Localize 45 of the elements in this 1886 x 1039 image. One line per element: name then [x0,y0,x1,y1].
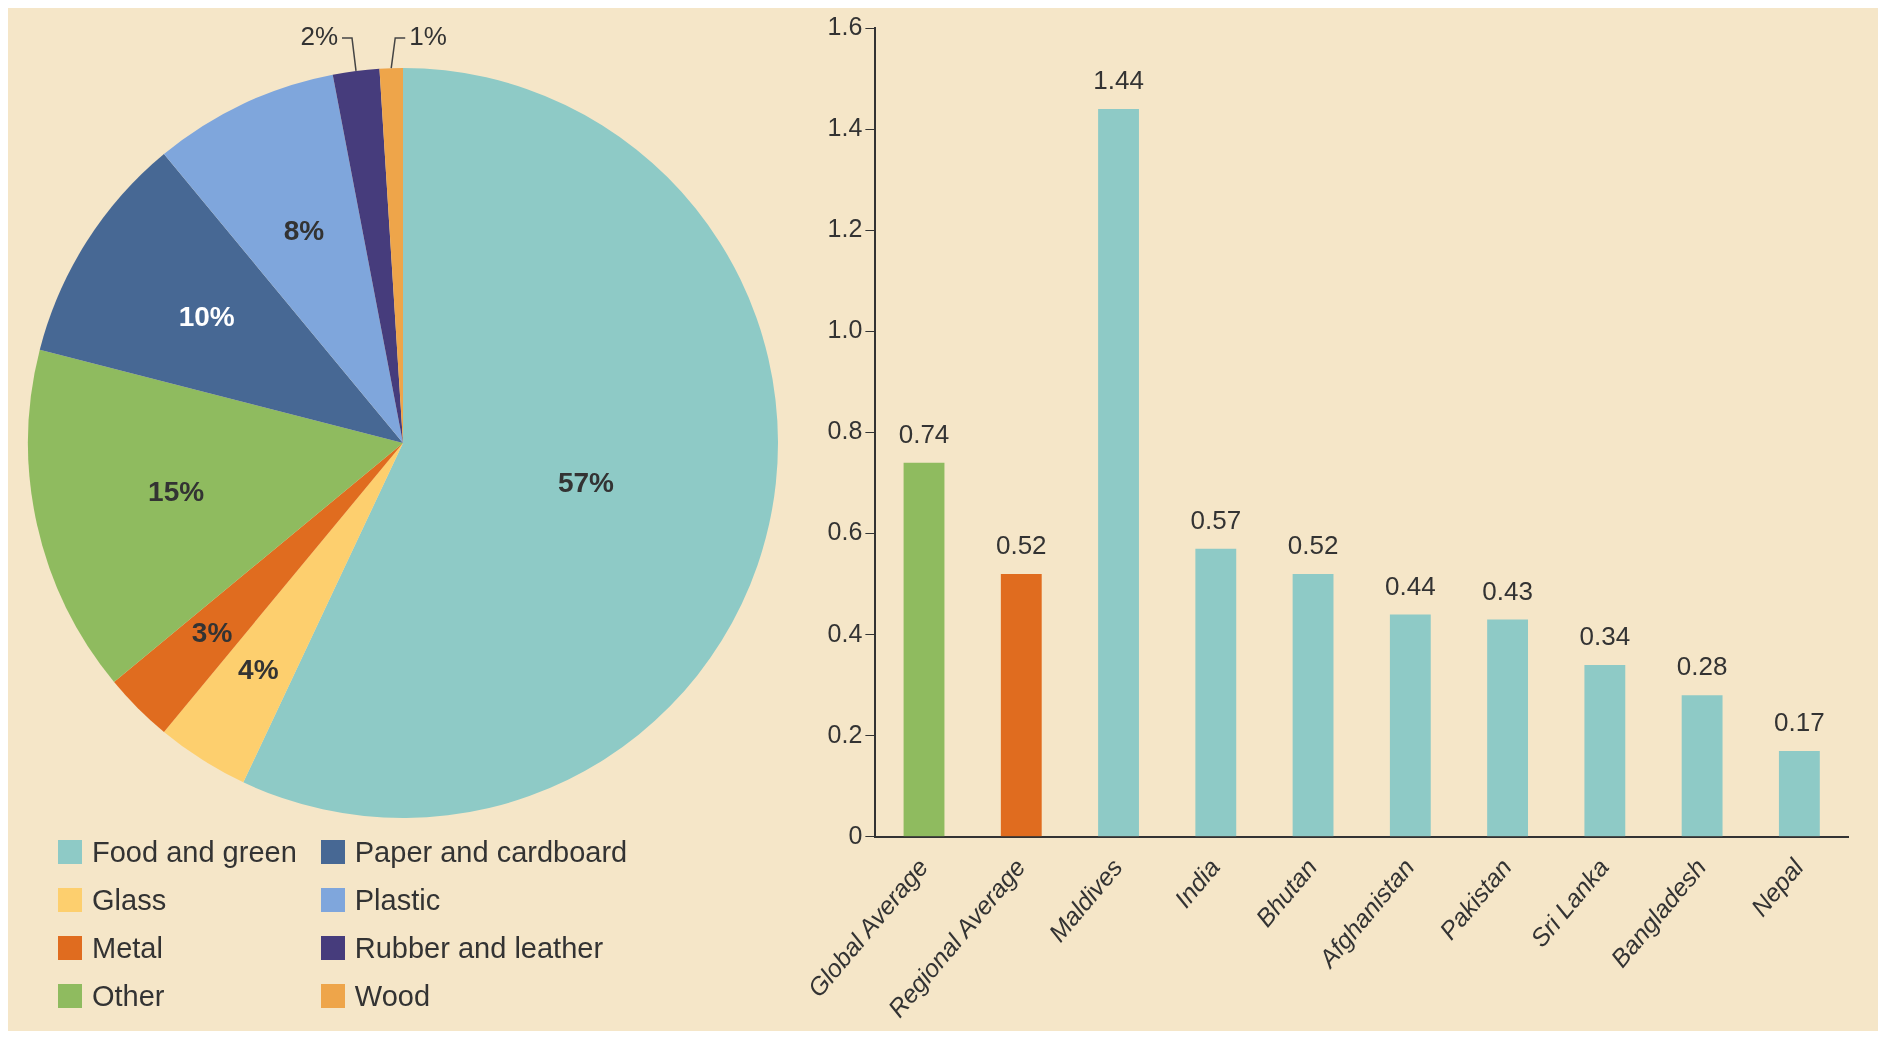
bar [1584,664,1626,837]
data-label: 0.43 [1482,575,1533,606]
data-label: 0.28 [1676,651,1728,682]
bar [1487,619,1529,837]
y-tick-label: 0.6 [827,517,863,546]
data-label: 57% [557,466,615,498]
data-label: 0.52 [995,530,1047,561]
data-label: 3% [191,616,233,648]
legend-label: Paper and cardboard [354,835,628,869]
y-tick-label: 1.2 [827,214,863,243]
bar [1389,614,1431,837]
data-label: 0.57 [1190,504,1242,535]
legend-label: Rubber and leather [354,931,604,965]
data-label: 1.44 [1093,65,1144,96]
data-label: 0.34 [1579,621,1631,652]
data-label: 0.17 [1774,707,1825,738]
bar [1098,108,1139,837]
data-label: 0.52 [1287,530,1339,561]
y-tick-label: 1.0 [827,315,863,344]
legend-label: Food and green [92,835,297,869]
y-tick-label: 1.4 [827,112,863,141]
y-tick-label: 1.6 [827,11,863,40]
data-label: 15% [148,476,205,508]
y-tick-label: 0.2 [827,719,863,748]
data-label: 0.74 [898,418,950,449]
y-tick-label: 0.8 [827,416,863,445]
y-tick-label: 0.4 [827,618,863,647]
legend-label: Glass [92,883,167,917]
data-label: 0.44 [1385,570,1436,601]
data-label: 2% [300,21,338,52]
bar [1000,573,1042,837]
bar [1292,573,1334,837]
data-label: 4% [238,653,279,685]
legend-label: Wood [354,979,431,1013]
y-tick-label: 0 [848,820,863,849]
bar [1681,695,1723,837]
legend-label: Other [92,979,165,1013]
legend-label: Plastic [354,883,441,917]
bar [903,462,945,837]
legend-label: Metal [92,931,163,965]
bar [1195,548,1237,837]
data-label: 1% [409,21,447,52]
data-label: 10% [178,301,235,333]
data-label: 8% [283,215,325,247]
bar [1778,750,1820,837]
